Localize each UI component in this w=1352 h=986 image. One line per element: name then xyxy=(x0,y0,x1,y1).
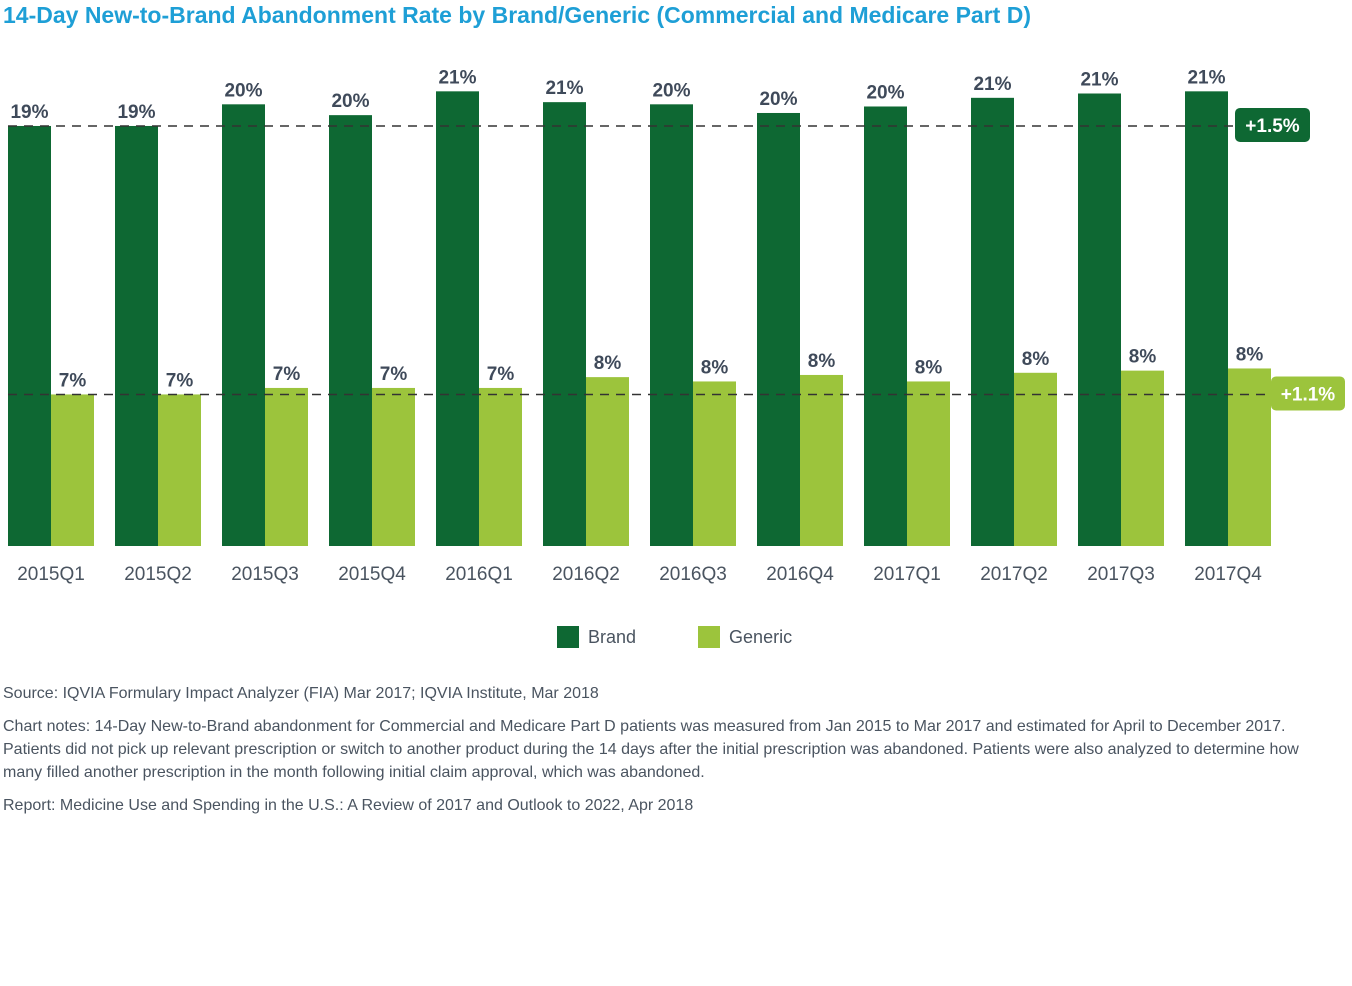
x-tick-label: 2015Q3 xyxy=(231,564,299,585)
data-label-generic: 8% xyxy=(701,357,729,378)
data-label-generic: 8% xyxy=(1022,349,1050,370)
x-tick-label: 2016Q2 xyxy=(552,564,620,585)
chart-notes: Source: IQVIA Formulary Impact Analyzer … xyxy=(3,682,1338,827)
x-tick-label: 2015Q1 xyxy=(17,564,85,585)
data-label-brand: 21% xyxy=(545,78,583,99)
legend-swatch-generic xyxy=(698,626,721,648)
data-label-brand: 20% xyxy=(331,91,369,112)
x-tick-label: 2017Q1 xyxy=(873,564,941,585)
bar-generic xyxy=(1228,368,1271,546)
data-label-generic: 7% xyxy=(487,364,515,385)
bar-brand xyxy=(650,104,693,547)
bar-generic xyxy=(51,394,94,546)
data-label-generic: 7% xyxy=(166,370,194,391)
chart-title: 14-Day New-to-Brand Abandonment Rate by … xyxy=(3,2,1031,28)
x-tick-label: 2017Q2 xyxy=(980,564,1048,585)
x-tick-label: 2015Q4 xyxy=(338,564,406,585)
change-label-generic: +1.1% xyxy=(1281,384,1336,405)
bar-chart: 19% 7% 2015Q1 19% 7% 2015Q2 20% 7% 2015Q3 20% 7% 20… xyxy=(8,67,1345,585)
bar-generic xyxy=(586,377,629,546)
legend-item-generic: Generic xyxy=(698,626,792,648)
bar-generic xyxy=(1014,372,1057,546)
data-label-generic: 8% xyxy=(1236,344,1264,365)
bar-brand xyxy=(757,112,800,546)
data-label-generic: 8% xyxy=(594,353,622,374)
data-label-generic: 7% xyxy=(273,364,301,385)
source-note: Source: IQVIA Formulary Impact Analyzer … xyxy=(3,685,599,702)
change-label-brand: +1.5% xyxy=(1245,116,1300,137)
bar-generic xyxy=(479,387,522,546)
bar-brand xyxy=(436,91,479,546)
change-badge-generic xyxy=(1271,376,1345,411)
data-label-generic: 7% xyxy=(380,364,408,385)
x-tick-label: 2016Q3 xyxy=(659,564,727,585)
data-label-generic: 8% xyxy=(915,357,943,378)
data-label-brand: 21% xyxy=(438,67,476,88)
data-label-generic: 7% xyxy=(59,370,87,391)
bar-brand xyxy=(115,125,158,547)
report-note: Report: Medicine Use and Spending in the… xyxy=(3,797,694,814)
legend-item-brand: Brand xyxy=(557,626,636,648)
data-label-brand: 20% xyxy=(759,89,797,110)
bar-brand xyxy=(8,125,51,547)
data-label-brand: 19% xyxy=(117,102,155,123)
data-label-brand: 19% xyxy=(10,102,48,123)
bar-brand xyxy=(971,97,1014,546)
x-tick-label: 2016Q1 xyxy=(445,564,513,585)
legend-label-generic: Generic xyxy=(729,626,793,647)
bar-generic xyxy=(693,381,736,546)
x-tick-label: 2016Q4 xyxy=(766,564,834,585)
data-label-brand: 21% xyxy=(1187,67,1225,88)
change-badge-brand xyxy=(1235,107,1310,142)
bar-brand xyxy=(864,106,907,547)
bar-brand xyxy=(222,104,265,547)
bar-brand xyxy=(1185,91,1228,546)
bar-generic xyxy=(265,387,308,546)
legend: Brand Generic xyxy=(557,626,792,648)
x-tick-label: 2017Q4 xyxy=(1194,564,1262,585)
data-label-brand: 21% xyxy=(1080,69,1118,90)
legend-label-brand: Brand xyxy=(588,626,637,647)
bar-brand xyxy=(543,102,586,546)
bar-generic xyxy=(907,381,950,546)
bar-generic xyxy=(372,387,415,546)
x-tick-label: 2017Q3 xyxy=(1087,564,1155,585)
data-label-brand: 20% xyxy=(224,80,262,101)
data-label-brand: 21% xyxy=(973,74,1011,95)
data-label-generic: 8% xyxy=(1129,347,1157,368)
data-label-brand: 20% xyxy=(866,82,904,103)
legend-swatch-brand xyxy=(557,626,579,648)
bar-generic xyxy=(158,394,201,546)
data-label-generic: 8% xyxy=(808,351,836,372)
bar-generic xyxy=(800,374,843,546)
bar-brand xyxy=(1078,93,1121,546)
chart-notes-text: Chart notes: 14-Day New-to-Brand abandon… xyxy=(3,718,1299,781)
bar-generic xyxy=(1121,370,1164,546)
bar-brand xyxy=(329,115,372,546)
data-label-brand: 20% xyxy=(652,80,690,101)
x-tick-label: 2015Q2 xyxy=(124,564,192,585)
